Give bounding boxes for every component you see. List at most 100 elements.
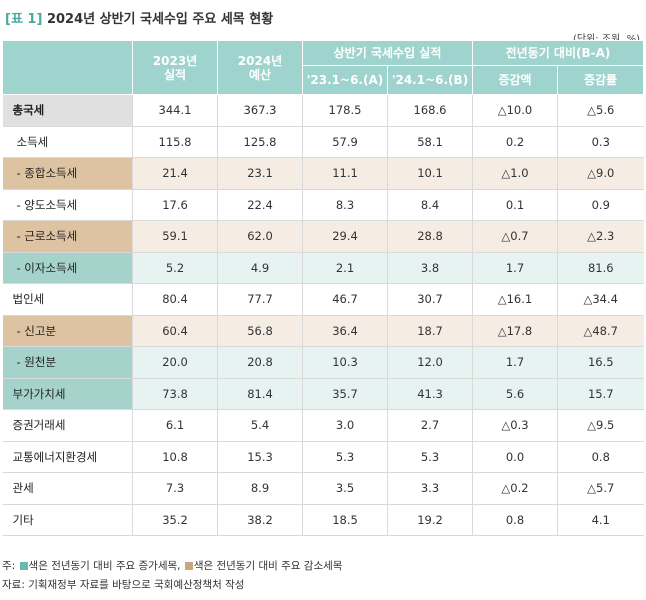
cell-2023: 73.8 bbox=[132, 377, 218, 410]
header-2024-line2: 예산 bbox=[248, 67, 272, 82]
cell-h1-2023: 3.5 bbox=[302, 472, 388, 505]
header-group-yoy: 전년동기 대비(B-A) bbox=[472, 40, 644, 66]
row-name: 부가가치세 bbox=[2, 377, 133, 410]
cell-h1-2023: 57.9 bbox=[302, 125, 388, 158]
cell-change-amount: 1.7 bbox=[472, 346, 558, 379]
row-name: 관세 bbox=[2, 472, 133, 505]
cell-h1-2023: 2.1 bbox=[302, 251, 388, 284]
cell-2023: 5.2 bbox=[132, 251, 218, 284]
cell-h1-2023: 18.5 bbox=[302, 503, 388, 536]
cell-2023: 10.8 bbox=[132, 440, 218, 473]
cell-change-amount: △1.0 bbox=[472, 157, 558, 190]
cell-2024: 4.9 bbox=[217, 251, 303, 284]
row-name: - 종합소득세 bbox=[2, 157, 133, 190]
cell-change-rate: △48.7 bbox=[557, 314, 644, 347]
cell-2023: 17.6 bbox=[132, 188, 218, 221]
cell-h1-2024: 19.2 bbox=[387, 503, 473, 536]
cell-change-rate: 4.1 bbox=[557, 503, 644, 536]
cell-h1-2023: 11.1 bbox=[302, 157, 388, 190]
row-name: - 근로소득세 bbox=[2, 220, 133, 253]
table-title-text: 2024년 상반기 국세수입 주요 세목 현황 bbox=[46, 12, 274, 27]
cell-change-amount: 5.6 bbox=[472, 377, 558, 410]
table-row: - 근로소득세 59.1 62.0 29.4 28.8 △0.7 △2.3 bbox=[2, 220, 644, 253]
teal-swatch-icon bbox=[19, 562, 28, 570]
cell-2023: 6.1 bbox=[132, 409, 218, 442]
row-name: 기타 bbox=[2, 503, 133, 536]
cell-h1-2024: 58.1 bbox=[387, 125, 473, 158]
cell-2024: 77.7 bbox=[217, 283, 303, 316]
cell-2023: 60.4 bbox=[132, 314, 218, 347]
table-row: 관세 7.3 8.9 3.5 3.3 △0.2 △5.7 bbox=[2, 472, 644, 505]
table-row: - 종합소득세 21.4 23.1 11.1 10.1 △1.0 △9.0 bbox=[2, 157, 644, 190]
cell-change-amount: △17.8 bbox=[472, 314, 558, 347]
row-name: - 원천분 bbox=[2, 346, 133, 379]
cell-change-rate: △34.4 bbox=[557, 283, 644, 316]
cell-h1-2024: 10.1 bbox=[387, 157, 473, 190]
cell-2023: 115.8 bbox=[132, 125, 218, 158]
row-name: 소득세 bbox=[2, 125, 133, 158]
cell-h1-2023: 46.7 bbox=[302, 283, 388, 316]
cell-change-rate: △5.7 bbox=[557, 472, 644, 505]
cell-2024: 5.4 bbox=[217, 409, 303, 442]
cell-change-rate: 16.5 bbox=[557, 346, 644, 379]
cell-h1-2024: 2.7 bbox=[387, 409, 473, 442]
cell-2024: 38.2 bbox=[217, 503, 303, 536]
cell-h1-2024: 28.8 bbox=[387, 220, 473, 253]
cell-2023: 7.3 bbox=[132, 472, 218, 505]
header-2023-line1: 2023년 bbox=[152, 53, 198, 68]
cell-2024: 22.4 bbox=[217, 188, 303, 221]
unit-note: (단위: 조원, %) bbox=[572, 34, 640, 45]
tax-revenue-table: 2023년 실적 2024년 예산 상반기 국세수입 실적 전년동기 대비(B-… bbox=[2, 40, 644, 536]
cell-h1-2023: 35.7 bbox=[302, 377, 388, 410]
footnote-increase-text: 색은 전년동기 대비 주요 증가세목, bbox=[28, 560, 181, 572]
cell-h1-2023: 3.0 bbox=[302, 409, 388, 442]
table-row: 기타 35.2 38.2 18.5 19.2 0.8 4.1 bbox=[2, 503, 644, 536]
cell-2024: 125.8 bbox=[217, 125, 303, 158]
header-2023-line2: 실적 bbox=[163, 67, 187, 82]
cell-change-rate: 15.7 bbox=[557, 377, 644, 410]
cell-h1-2024: 8.4 bbox=[387, 188, 473, 221]
cell-h1-2024: 18.7 bbox=[387, 314, 473, 347]
header-name-blank bbox=[2, 40, 133, 95]
cell-change-amount: 0.1 bbox=[472, 188, 558, 221]
header-change-rate: 증감률 bbox=[557, 65, 644, 95]
cell-change-amount: △0.7 bbox=[472, 220, 558, 253]
cell-change-amount: △10.0 bbox=[472, 94, 558, 127]
cell-2024: 20.8 bbox=[217, 346, 303, 379]
cell-change-amount: 0.0 bbox=[472, 440, 558, 473]
row-name: - 신고분 bbox=[2, 314, 133, 347]
footnote-decrease-text: 색은 전년동기 대비 주요 감소세목 bbox=[193, 560, 343, 572]
cell-h1-2023: 10.3 bbox=[302, 346, 388, 379]
cell-change-amount: △0.3 bbox=[472, 409, 558, 442]
cell-2024: 8.9 bbox=[217, 472, 303, 505]
table-row: 총국세 344.1 367.3 178.5 168.6 △10.0 △5.6 bbox=[2, 94, 644, 127]
cell-2023: 21.4 bbox=[132, 157, 218, 190]
cell-h1-2024: 3.3 bbox=[387, 472, 473, 505]
source-note: 자료: 기획재정부 자료를 바탕으로 국회예산정책처 작성 bbox=[2, 579, 245, 591]
row-name: - 양도소득세 bbox=[2, 188, 133, 221]
footnote-prefix: 주: bbox=[2, 560, 16, 572]
table-row: 법인세 80.4 77.7 46.7 30.7 △16.1 △34.4 bbox=[2, 283, 644, 316]
row-name: 증권거래세 bbox=[2, 409, 133, 442]
cell-change-rate: 0.8 bbox=[557, 440, 644, 473]
cell-change-rate: △5.6 bbox=[557, 94, 644, 127]
cell-change-amount: △16.1 bbox=[472, 283, 558, 316]
cell-change-rate: 81.6 bbox=[557, 251, 644, 284]
cell-2023: 35.2 bbox=[132, 503, 218, 536]
table-row: 증권거래세 6.1 5.4 3.0 2.7 △0.3 △9.5 bbox=[2, 409, 644, 442]
table-row: 부가가치세 73.8 81.4 35.7 41.3 5.6 15.7 bbox=[2, 377, 644, 410]
cell-2024: 56.8 bbox=[217, 314, 303, 347]
cell-2024: 15.3 bbox=[217, 440, 303, 473]
cell-change-rate: 0.9 bbox=[557, 188, 644, 221]
cell-change-amount: 0.2 bbox=[472, 125, 558, 158]
table-row: - 신고분 60.4 56.8 36.4 18.7 △17.8 △48.7 bbox=[2, 314, 644, 347]
cell-2024: 81.4 bbox=[217, 377, 303, 410]
header-h1-2024: '24.1~6.(B) bbox=[387, 65, 473, 95]
tan-swatch-icon bbox=[184, 562, 193, 570]
header-change-amount: 증감액 bbox=[472, 65, 558, 95]
row-name: - 이자소득세 bbox=[2, 251, 133, 284]
cell-2024: 367.3 bbox=[217, 94, 303, 127]
table-row: 교통에너지환경세 10.8 15.3 5.3 5.3 0.0 0.8 bbox=[2, 440, 644, 473]
cell-h1-2024: 3.8 bbox=[387, 251, 473, 284]
footnote: 주: 색은 전년동기 대비 주요 증가세목, 색은 전년동기 대비 주요 감소세… bbox=[2, 558, 342, 573]
